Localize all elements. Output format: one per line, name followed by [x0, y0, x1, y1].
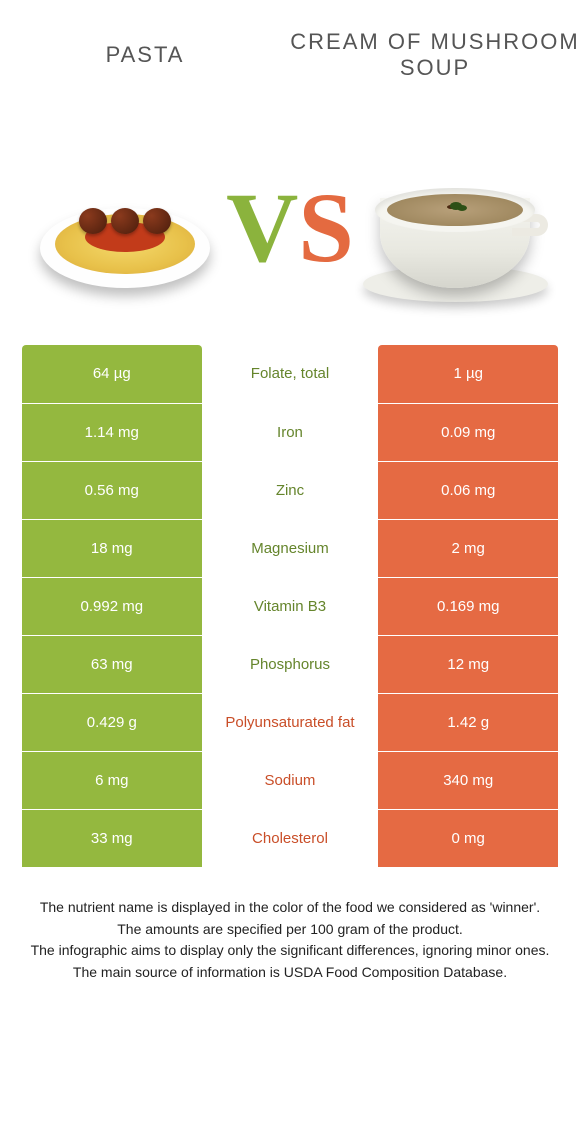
right-value: 0.169 mg [378, 577, 558, 635]
table-row: 18 mgMagnesium2 mg [22, 519, 558, 577]
table-row: 6 mgSodium340 mg [22, 751, 558, 809]
table-row: 1.14 mgIron0.09 mg [22, 403, 558, 461]
vs-s: S [298, 170, 354, 285]
nutrient-label: Sodium [202, 751, 379, 809]
left-value: 18 mg [22, 519, 202, 577]
left-value: 0.992 mg [22, 577, 202, 635]
right-value: 0.06 mg [378, 461, 558, 519]
nutrient-label: Cholesterol [202, 809, 379, 867]
vs-label: VS [226, 170, 354, 285]
food-images-row: VS [0, 110, 580, 345]
nutrient-label: Magnesium [202, 519, 379, 577]
nutrient-rows: 64 µgFolate, total1 µg1.14 mgIron0.09 mg… [22, 345, 558, 867]
table-row: 33 mgCholesterol0 mg [22, 809, 558, 867]
right-food-title: Cream of mushroom soup [290, 29, 580, 82]
right-value: 0 mg [378, 809, 558, 867]
header-titles: Pasta Cream of mushroom soup [0, 0, 580, 110]
right-value: 1 µg [378, 345, 558, 403]
footnote-line: The amounts are specified per 100 gram o… [30, 919, 550, 941]
nutrient-comparison-table: 64 µgFolate, total1 µg1.14 mgIron0.09 mg… [22, 345, 558, 867]
table-row: 64 µgFolate, total1 µg [22, 345, 558, 403]
nutrient-label: Phosphorus [202, 635, 379, 693]
soup-image [360, 143, 550, 313]
nutrient-label: Iron [202, 403, 379, 461]
table-row: 63 mgPhosphorus12 mg [22, 635, 558, 693]
left-value: 6 mg [22, 751, 202, 809]
left-value: 1.14 mg [22, 403, 202, 461]
nutrient-label: Vitamin B3 [202, 577, 379, 635]
footnote-line: The nutrient name is displayed in the co… [30, 897, 550, 919]
right-value: 1.42 g [378, 693, 558, 751]
table-row: 0.992 mgVitamin B30.169 mg [22, 577, 558, 635]
footnote: The nutrient name is displayed in the co… [0, 867, 580, 984]
left-value: 64 µg [22, 345, 202, 403]
left-value: 33 mg [22, 809, 202, 867]
left-value: 63 mg [22, 635, 202, 693]
right-value: 12 mg [378, 635, 558, 693]
nutrient-label: Folate, total [202, 345, 379, 403]
table-row: 0.429 gPolyunsaturated fat1.42 g [22, 693, 558, 751]
vs-v: V [226, 170, 298, 285]
table-row: 0.56 mgZinc0.06 mg [22, 461, 558, 519]
right-value: 340 mg [378, 751, 558, 809]
right-value: 0.09 mg [378, 403, 558, 461]
left-food-title: Pasta [0, 42, 290, 68]
right-value: 2 mg [378, 519, 558, 577]
footnote-line: The main source of information is USDA F… [30, 962, 550, 984]
footnote-line: The infographic aims to display only the… [30, 940, 550, 962]
nutrient-label: Polyunsaturated fat [202, 693, 379, 751]
left-value: 0.56 mg [22, 461, 202, 519]
pasta-image [30, 143, 220, 313]
nutrient-label: Zinc [202, 461, 379, 519]
left-value: 0.429 g [22, 693, 202, 751]
